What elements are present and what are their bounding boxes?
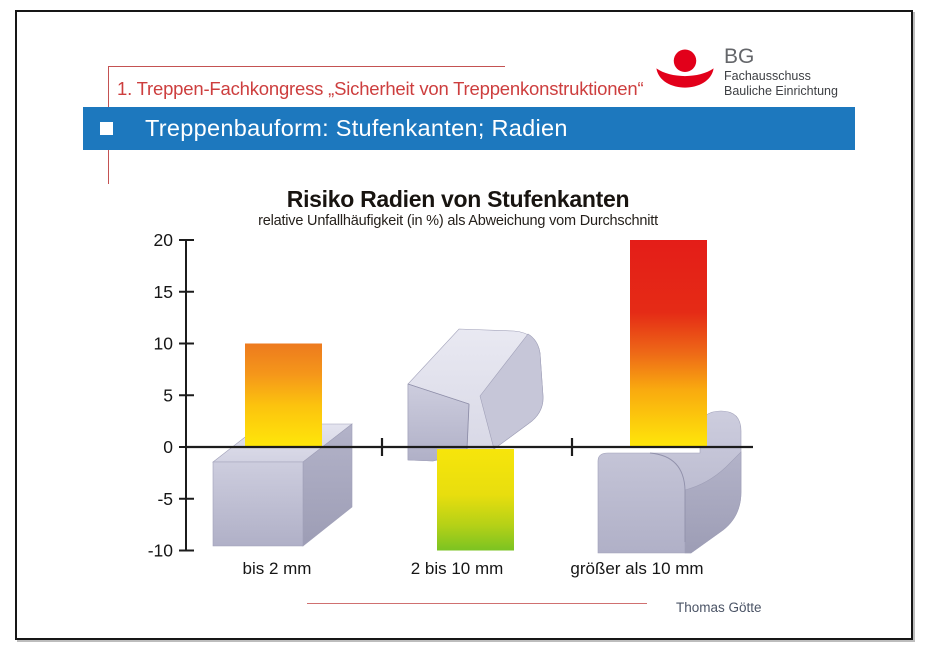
y-tick-label: -10 xyxy=(148,541,174,561)
small-radius-step-block xyxy=(407,328,544,462)
y-axis xyxy=(179,239,194,552)
bg-logo-dept-2: Bauliche Einrichtung xyxy=(724,84,838,98)
chart-title: Risiko Radien von Stufenkanten xyxy=(286,186,630,212)
y-tick-label: 5 xyxy=(163,385,173,405)
chart-subtitle: relative Unfallhäufigkeit (in %) als Abw… xyxy=(258,213,658,229)
y-tick-label: -5 xyxy=(157,489,173,509)
y-tick-label: 20 xyxy=(154,230,174,250)
author-credit: Thomas Götte xyxy=(676,600,762,615)
bar-bis-2-mm xyxy=(245,343,322,447)
congress-heading: 1. Treppen-Fachkongress „Sicherheit von … xyxy=(117,78,644,99)
congress-top-line xyxy=(108,66,505,67)
category-label-2-bis-10-mm: 2 bis 10 mm xyxy=(411,559,504,578)
bar-größer-als-10-mm xyxy=(630,240,707,447)
bg-logo-icon xyxy=(656,49,714,88)
slide-title: Treppenbauform: Stufenkanten; Radien xyxy=(145,115,568,141)
zero-line xyxy=(186,438,753,456)
y-tick-label: 10 xyxy=(154,334,174,354)
bg-logo-text: BG Fachausschuss Bauliche Einrichtung xyxy=(724,44,838,99)
category-label-größer-als-10-mm: größer als 10 mm xyxy=(570,559,703,578)
y-tick-label: 0 xyxy=(163,437,173,457)
bg-logo-org: BG xyxy=(724,45,755,68)
bg-logo-dept-1: Fachausschuss xyxy=(724,69,811,83)
bar-2-bis-10-mm xyxy=(437,449,514,551)
y-tick-label: 15 xyxy=(154,282,173,302)
category-label-bis-2-mm: bis 2 mm xyxy=(243,559,312,578)
bullet-square-icon xyxy=(100,122,113,135)
footer-divider-line xyxy=(307,603,647,604)
slide-title-bar: Treppenbauform: Stufenkanten; Radien xyxy=(83,107,855,150)
